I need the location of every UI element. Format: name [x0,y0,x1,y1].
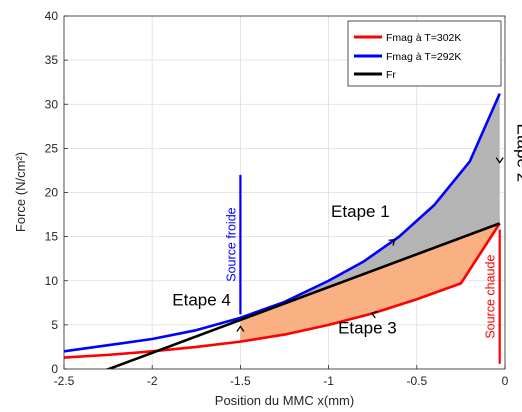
source-label-source-froide: Source froide [224,207,238,281]
x-tick-label: -1 [323,374,334,388]
annotation-etape-3: Etape 3 [338,319,397,338]
x-tick-label: -2 [147,374,158,388]
y-tick-label: 35 [45,53,59,67]
x-tick-label: -2.5 [54,374,75,388]
annotation-etape-4: Etape 4 [172,290,231,309]
legend-label-fmag-292k: Fmag à T=292K [386,51,461,63]
y-tick-label: 10 [45,274,59,288]
x-tick-label: -1.5 [230,374,251,388]
source-label-source-chaude: Source chaude [484,255,498,339]
fill-fr-to-fmag-t-302k [240,223,500,342]
legend-label-fmag-302k: Fmag à T=302K [386,32,461,44]
y-tick-label: 20 [45,186,59,200]
y-tick-label: 40 [45,9,59,23]
legend-label-fr: Fr [386,69,396,81]
annotation-etape-1: Etape 1 [331,202,390,221]
legend: Fmag à T=302K Fmag à T=292K Fr [347,20,502,87]
y-tick-label: 15 [45,230,59,244]
y-tick-label: 5 [51,318,58,332]
arrow-etape-3 [370,310,378,319]
arrow-etape-2 [495,157,504,164]
y-tick-label: 30 [45,97,59,111]
x-axis-label: Position du MMC x(mm) [215,393,354,408]
arrow-etape-4 [236,325,245,332]
source-lines: Source froide Source chaude [224,174,501,364]
y-tick-label: 25 [45,141,59,155]
annotations: Etape 1 Etape 2 Etape 3 Etape 4 [172,123,522,337]
series-line-fmag-t-302k [64,222,501,359]
series-line-fr [105,222,501,369]
annotation-etape-2: Etape 2 [513,123,522,182]
area-fills [240,93,500,342]
series-line-fmag-t-292k [64,93,501,353]
y-tick-label: 0 [51,362,58,376]
x-tick-label: -0.5 [406,374,427,388]
x-tick-label: 0 [502,374,509,388]
y-axis-label: Force (N/cm²) [13,152,28,232]
direction-arrows [236,157,504,332]
fill-fmag-t-292k-to-fr [240,93,500,320]
axis-ticks: -2.5 -2 -1.5 -1 -0.5 0 0 5 10 15 20 25 30 35 40 [45,9,509,388]
series-lines [64,93,501,369]
arrow-etape-1 [388,238,396,246]
